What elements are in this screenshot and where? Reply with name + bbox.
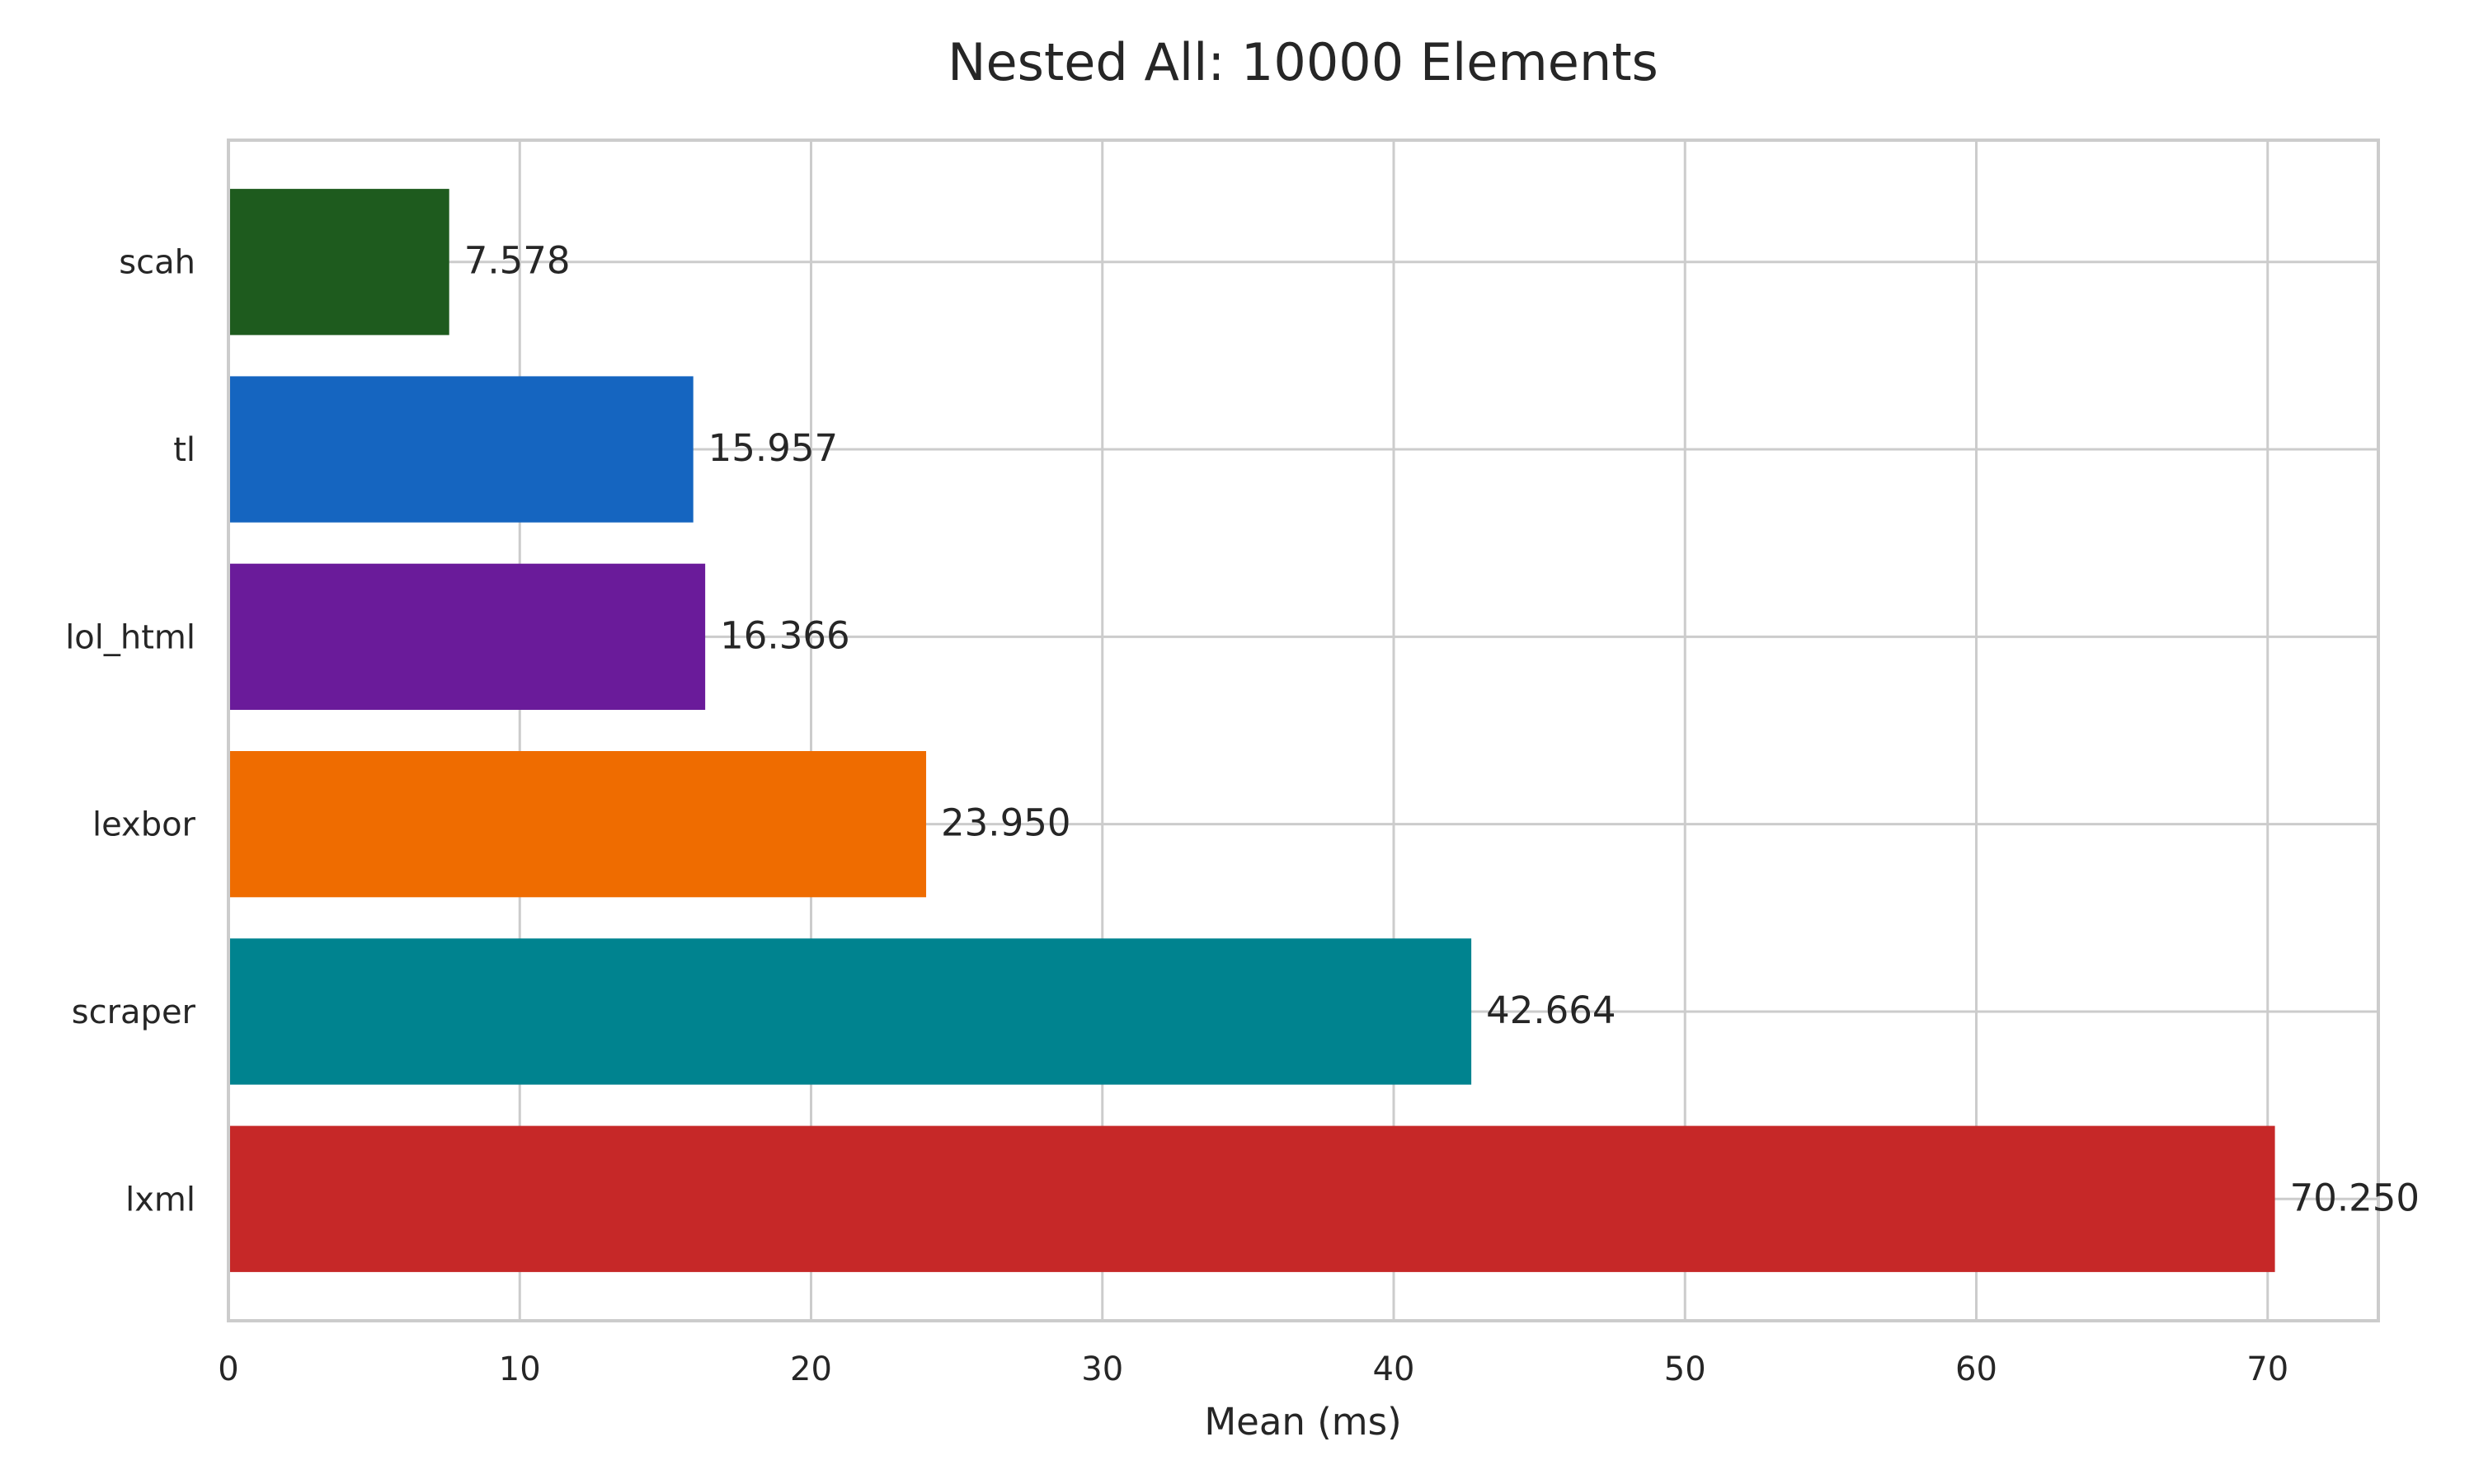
value-label: 15.957 bbox=[708, 426, 838, 470]
y-tick-label: scah bbox=[119, 244, 195, 282]
value-label: 70.250 bbox=[2290, 1176, 2420, 1219]
x-tick-label: 0 bbox=[218, 1350, 238, 1388]
x-tick-label: 50 bbox=[1664, 1350, 1706, 1388]
value-label: 7.578 bbox=[464, 239, 571, 283]
value-labels-layer: 7.578 15.957 16.366 23.950 42.664 70.250 bbox=[464, 239, 2420, 1220]
x-axis-label: Mean (ms) bbox=[1204, 1400, 1401, 1444]
value-label: 16.366 bbox=[720, 613, 849, 657]
x-tick-label: 10 bbox=[499, 1350, 541, 1388]
value-label: 42.664 bbox=[1486, 989, 1616, 1032]
y-tick-label: tl bbox=[173, 431, 195, 469]
y-tick-label: lxml bbox=[125, 1181, 195, 1219]
bar-lol_html bbox=[230, 563, 706, 710]
x-tick-label: 20 bbox=[790, 1350, 832, 1388]
y-tick-label: scraper bbox=[72, 993, 196, 1031]
y-tick-label: lol_html bbox=[65, 618, 195, 656]
chart-title: Nested All: 10000 Elements bbox=[948, 32, 1658, 92]
bar-tl bbox=[230, 376, 694, 523]
value-label: 23.950 bbox=[941, 801, 1070, 845]
x-tick-label: 30 bbox=[1081, 1350, 1123, 1388]
x-tick-label: 60 bbox=[1955, 1350, 1997, 1388]
bars-layer bbox=[230, 189, 2275, 1272]
x-tick-label: 70 bbox=[2246, 1350, 2288, 1388]
plot-frame bbox=[227, 139, 2380, 1322]
bar-lxml bbox=[230, 1125, 2275, 1272]
x-tick-label: 40 bbox=[1373, 1350, 1415, 1388]
bar-scraper bbox=[230, 938, 1472, 1085]
spines-layer bbox=[227, 139, 2380, 1322]
bar-lexbor bbox=[230, 751, 927, 898]
y-tick-label: lexbor bbox=[92, 806, 196, 844]
bar-scah bbox=[230, 189, 449, 336]
